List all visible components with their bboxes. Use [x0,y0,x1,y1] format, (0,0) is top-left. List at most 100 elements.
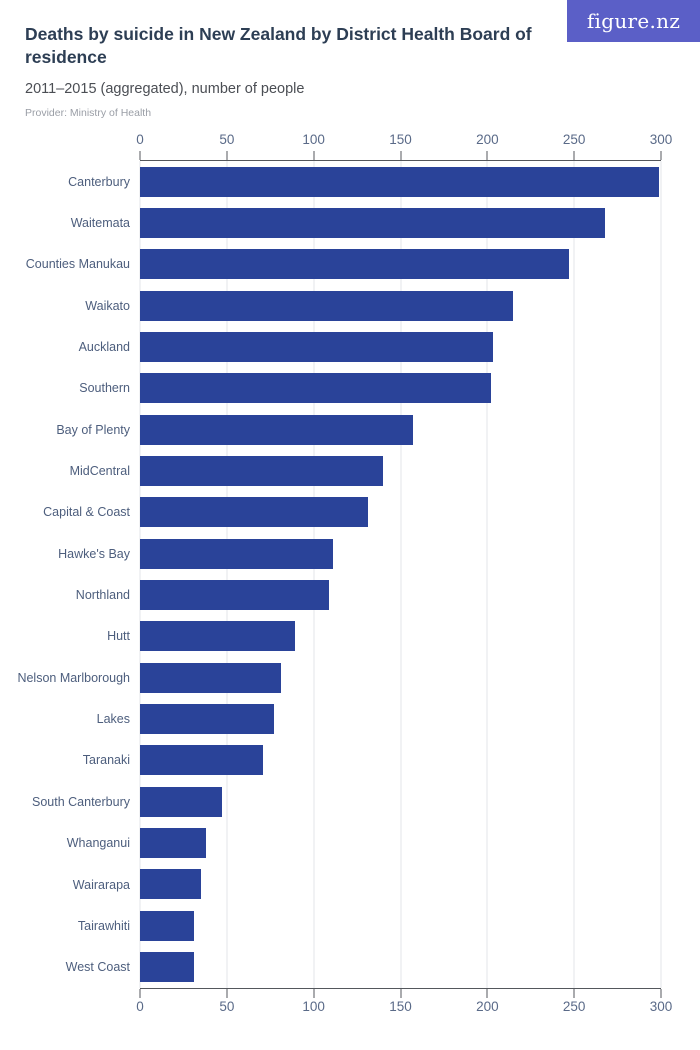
bar-row: Northland [76,574,661,615]
bar [140,828,206,858]
provider-attribution: Provider: Ministry of Health [25,107,152,119]
bar [140,497,368,528]
bar-row: Southern [79,368,661,409]
plot-area: Canterbury Waitemata Counties Manukau Waika… [17,160,662,989]
x-axis-tick-label: 50 [219,132,235,147]
figure-nz-logo[interactable]: figure.nz [567,0,700,42]
x-axis-tick-mark [400,151,401,160]
category-label: Waitemata [70,216,130,231]
chart-title: Deaths by suicide in New Zealand by Dist… [25,24,532,67]
bar-row: MidCentral [70,450,661,491]
x-axis-tick-label: 250 [562,999,586,1014]
bar-chart: 0 50 100 150 200 250 300 Canterbury Waitemata Co… [17,131,672,1018]
category-label: Counties Manukau [25,257,130,272]
bar [140,331,493,362]
category-label: Canterbury [68,174,130,189]
bar-row: Lakes [97,698,661,739]
gridline [400,161,401,988]
category-label: Capital & Coast [43,505,130,520]
bar-row: Waitemata [71,202,661,243]
gridline [313,161,315,988]
x-axis-labels-bottom: 0 50 100 150 200 250 300 [136,998,672,1018]
category-label: Whanganui [66,836,130,851]
category-label: Northland [75,588,130,603]
gridline [486,161,488,988]
x-axis-tick-mark [660,989,662,998]
bar-row: Wairarapa [73,864,661,905]
category-label: Hutt [107,629,130,644]
x-axis-ticks-top [139,151,662,160]
gridline [660,161,662,988]
x-axis-labels-top: 0 50 100 150 200 250 300 [136,131,672,151]
x-axis-tick-mark [486,151,488,160]
x-axis-tick-label: 150 [389,999,412,1014]
bar-row: Capital & Coast [43,492,661,533]
gridline [139,161,141,988]
bar [140,207,606,238]
bar-row: Whanganui [67,823,661,864]
category-label: Bay of Plenty [56,422,130,437]
x-axis-tick-label: 0 [136,132,144,147]
category-label: Auckland [78,340,130,355]
x-axis-tick-label: 300 [649,999,673,1014]
x-axis-tick-mark [573,989,575,998]
chart-subtitle: 2011–2015 (aggregated), number of people [25,81,305,97]
x-axis-tick-mark [313,989,315,998]
x-axis-tick-label: 150 [389,132,412,147]
bar-row: Hutt [107,616,661,657]
x-axis-tick-label: 100 [302,999,325,1014]
category-label: Waikato [85,298,130,313]
bar-row: West Coast [66,947,661,988]
x-axis-tick-label: 200 [476,999,499,1014]
bar [140,455,384,486]
category-label: South Canterbury [32,794,130,809]
category-label: Taranaki [82,753,130,768]
gridline [226,161,228,988]
bar-row: Canterbury [68,161,661,202]
gridline [573,161,575,988]
x-axis-tick-mark [486,989,488,998]
figure-nz-logo-text: figure.nz [586,9,681,33]
x-axis-tick-mark [313,151,315,160]
x-axis-ticks-bottom [139,989,662,998]
bar [140,290,514,321]
bar [140,249,569,280]
bar [140,869,201,900]
category-label: Nelson Marlborough [17,670,130,685]
x-axis-tick-label: 200 [476,132,499,147]
x-axis-tick-label: 0 [136,999,144,1014]
category-label: MidCentral [69,464,130,479]
x-axis-tick-mark [573,151,575,160]
category-label: West Coast [65,960,130,975]
bar-row: Tairawhiti [78,905,661,946]
bar [140,662,281,693]
category-label: Lakes [96,712,130,727]
x-axis-tick-mark [226,151,228,160]
x-axis-tick-mark [660,151,662,160]
bar [140,373,491,404]
x-axis-tick-mark [226,989,228,998]
bar-row: Counties Manukau [26,244,661,285]
bar [140,786,222,817]
bar-row: Nelson Marlborough [17,657,661,698]
x-axis-tick-label: 50 [219,999,235,1014]
bar [140,538,333,569]
bar [140,745,264,776]
bar-row: South Canterbury [32,781,661,822]
x-axis-tick-label: 250 [562,132,586,147]
category-label: Tairawhiti [77,918,130,933]
x-axis-tick-mark [139,151,141,160]
category-label: Hawke's Bay [58,546,130,561]
bar [140,166,660,197]
bar [140,703,274,734]
category-label: Southern [79,381,130,396]
bar-rows: Canterbury Waitemata Counties Manukau Waika… [17,161,661,988]
bar-row: Waikato [85,285,661,326]
category-label: Wairarapa [72,877,130,892]
x-axis-tick-label: 100 [302,132,325,147]
bar [140,952,194,983]
bar [140,414,413,445]
x-axis-tick-mark [400,989,401,998]
x-axis-tick-label: 300 [649,132,673,147]
